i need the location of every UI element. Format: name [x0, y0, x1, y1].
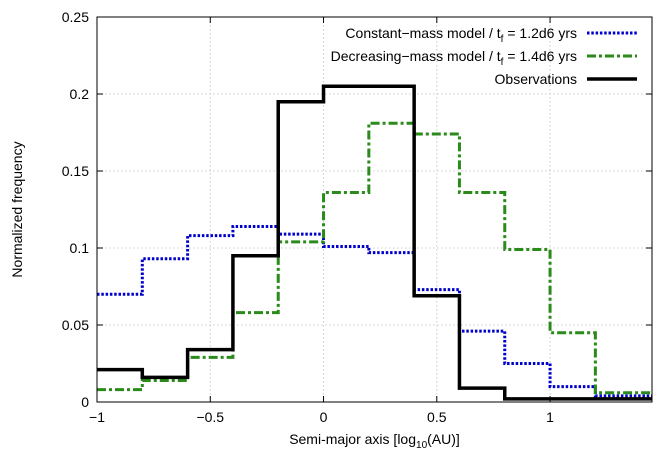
x-tick-label: −1 — [89, 409, 105, 425]
series-step-line-1 — [97, 224, 652, 398]
x-axis-label-base: Semi-major axis [log — [289, 431, 416, 447]
series-group — [97, 84, 652, 401]
series-step-line-2 — [97, 121, 652, 395]
legend-label-3: Observations — [495, 71, 577, 87]
y-axis-label: Normalized frequency — [9, 141, 25, 277]
x-tick-label: −0.5 — [196, 409, 224, 425]
legend-label-text: Observations — [495, 71, 577, 87]
grid-lines — [97, 17, 652, 402]
legend-label-2: Decreasing−mass model / tf = 1.4d6 yrs — [331, 48, 577, 68]
y-tick-label: 0.05 — [62, 317, 89, 333]
x-tick-label: 0 — [320, 409, 328, 425]
x-axis-label-tail: (AU)] — [427, 431, 460, 447]
plot-frame — [96, 16, 653, 403]
legend: Constant−mass model / tf = 1.2d6 yrsDecr… — [331, 25, 637, 87]
legend-label-subscript: f — [501, 34, 504, 45]
y-tick-label: 0.1 — [70, 240, 90, 256]
legend-label-subscript: f — [501, 57, 504, 68]
x-axis-label: Semi-major axis [log10(AU)] — [289, 431, 460, 451]
y-tick-label: 0.2 — [70, 86, 90, 102]
x-tick-label: 0.5 — [427, 409, 447, 425]
legend-label-1: Constant−mass model / tf = 1.2d6 yrs — [345, 25, 577, 45]
legend-label-text-tail: = 1.4d6 yrs — [503, 48, 577, 64]
axis-ticks: −1 −0.5 0 0.5 1 0 0.05 0.1 0.15 0.2 0.25 — [62, 9, 652, 425]
x-axis-label-sub: 10 — [416, 440, 428, 451]
legend-label-text: Constant−mass model / t — [345, 25, 500, 41]
y-tick-label: 0.15 — [62, 163, 89, 179]
y-tick-label: 0 — [81, 394, 89, 410]
series-step-line-3 — [97, 84, 652, 401]
y-tick-label: 0.25 — [62, 9, 89, 25]
legend-label-text-tail: = 1.2d6 yrs — [503, 25, 577, 41]
x-tick-label: 1 — [546, 409, 554, 425]
legend-label-text: Decreasing−mass model / t — [331, 48, 501, 64]
